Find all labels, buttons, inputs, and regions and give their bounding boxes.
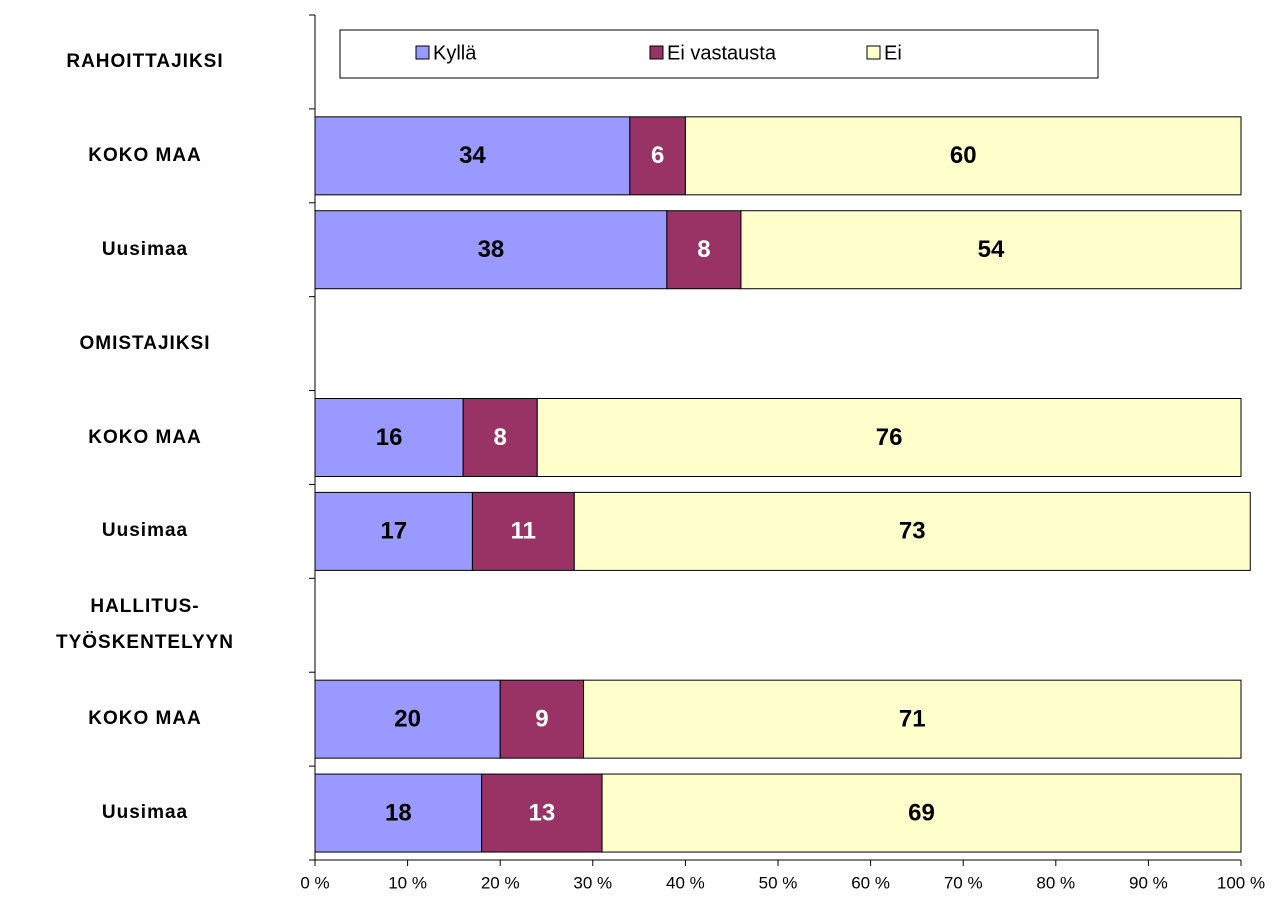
y-tick-label: KOKO MAA — [88, 426, 202, 448]
x-tick-label: 60 % — [851, 873, 890, 892]
bar-segment — [536, 398, 1242, 477]
value-label: 60 — [950, 142, 977, 169]
value-label: 20 — [394, 706, 421, 733]
value-label: 38 — [478, 236, 505, 263]
legend-label: Ei — [884, 42, 902, 64]
x-tick-label: 100 % — [1217, 873, 1265, 892]
x-tick-label: 10 % — [388, 873, 427, 892]
bar-segment — [314, 398, 464, 477]
x-tick-label: 0 % — [300, 873, 329, 892]
bar-segment — [684, 116, 1242, 196]
y-tick-label: Uusimaa — [101, 238, 189, 260]
x-tick-label: 70 % — [944, 873, 983, 892]
legend-swatch — [866, 45, 881, 60]
value-label: 73 — [899, 518, 926, 545]
bar-segment — [583, 679, 1242, 759]
value-label: 6 — [651, 142, 664, 169]
x-tick-label: 40 % — [666, 873, 705, 892]
x-tick-label: 30 % — [573, 873, 612, 892]
x-tick-label: 20 % — [481, 873, 520, 892]
value-label: 9 — [535, 706, 548, 733]
value-label: 18 — [385, 799, 412, 826]
bar-segment — [740, 210, 1242, 290]
legend-label: Ei vastausta — [667, 42, 777, 64]
x-tick-label: 50 % — [759, 873, 798, 892]
value-label: 76 — [876, 424, 903, 451]
x-tick-label: 80 % — [1036, 873, 1075, 892]
value-label: 17 — [380, 518, 407, 545]
value-label: 16 — [376, 424, 403, 451]
value-label: 34 — [459, 142, 486, 169]
bar-segment — [314, 210, 668, 290]
bar-segment — [314, 773, 483, 853]
bar-segment — [499, 679, 585, 759]
bar-segment — [601, 773, 1242, 853]
y-tick-label: Uusimaa — [101, 520, 189, 542]
legend-box — [339, 29, 1099, 79]
value-label: 54 — [978, 236, 1005, 263]
bar-segment — [314, 491, 473, 571]
y-tick-label: Uusimaa — [101, 802, 189, 824]
value-label: 8 — [697, 236, 710, 263]
bar-segment — [666, 210, 742, 290]
y-tick-label: HALLITUS- TYÖSKENTELYYN — [55, 596, 235, 654]
bar-segment — [481, 773, 603, 853]
y-tick-label: KOKO MAA — [88, 144, 202, 166]
x-tick-label: 90 % — [1129, 873, 1168, 892]
value-label: 8 — [494, 424, 507, 451]
bar-segment — [573, 491, 1251, 571]
legend-swatch — [649, 45, 664, 60]
legend-label: Kyllä — [433, 42, 477, 64]
value-label: 11 — [511, 518, 536, 545]
bar-segment — [314, 679, 501, 759]
legend-swatch — [415, 45, 430, 60]
y-tick-label: OMISTAJIKSI — [79, 332, 211, 354]
value-label: 71 — [899, 706, 926, 733]
bar-segment — [471, 491, 575, 571]
value-label: 13 — [529, 799, 556, 826]
y-tick-label: RAHOITTAJIKSI — [66, 50, 224, 72]
y-tick-label: KOKO MAA — [88, 708, 202, 730]
bar-segment — [629, 116, 686, 196]
value-label: 69 — [908, 799, 935, 826]
